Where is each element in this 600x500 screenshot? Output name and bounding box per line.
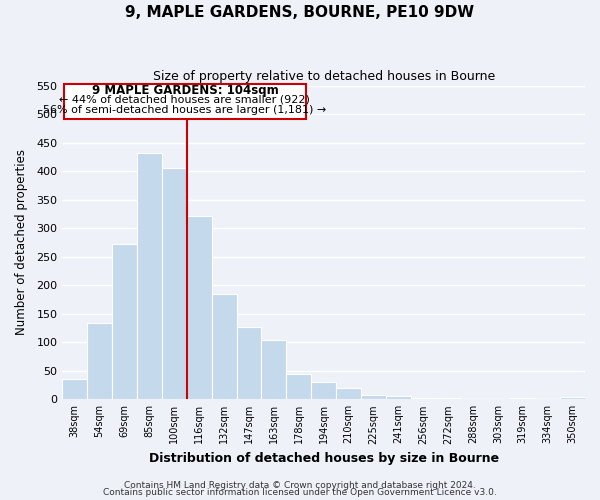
X-axis label: Distribution of detached houses by size in Bourne: Distribution of detached houses by size … [149, 452, 499, 465]
Text: 9, MAPLE GARDENS, BOURNE, PE10 9DW: 9, MAPLE GARDENS, BOURNE, PE10 9DW [125, 5, 475, 20]
Bar [112, 244, 137, 400]
Text: 9 MAPLE GARDENS: 104sqm: 9 MAPLE GARDENS: 104sqm [92, 84, 278, 96]
Y-axis label: Number of detached properties: Number of detached properties [15, 150, 28, 336]
Bar [162, 168, 187, 400]
Bar [361, 394, 386, 400]
Bar [411, 398, 436, 400]
Bar [436, 398, 461, 400]
FancyBboxPatch shape [64, 84, 306, 118]
Bar [212, 294, 236, 400]
Title: Size of property relative to detached houses in Bourne: Size of property relative to detached ho… [152, 70, 495, 83]
Bar [187, 216, 212, 400]
Bar [485, 398, 511, 400]
Bar [535, 398, 560, 400]
Bar [336, 388, 361, 400]
Text: Contains public sector information licensed under the Open Government Licence v3: Contains public sector information licen… [103, 488, 497, 497]
Bar [560, 397, 585, 400]
Bar [262, 340, 286, 400]
Bar [236, 327, 262, 400]
Bar [311, 382, 336, 400]
Text: Contains HM Land Registry data © Crown copyright and database right 2024.: Contains HM Land Registry data © Crown c… [124, 480, 476, 490]
Bar [87, 324, 112, 400]
Bar [461, 398, 485, 400]
Text: 56% of semi-detached houses are larger (1,181) →: 56% of semi-detached houses are larger (… [43, 104, 326, 115]
Bar [137, 153, 162, 400]
Bar [511, 398, 535, 400]
Bar [286, 374, 311, 400]
Text: ← 44% of detached houses are smaller (922): ← 44% of detached houses are smaller (92… [59, 95, 310, 105]
Bar [386, 396, 411, 400]
Bar [62, 380, 87, 400]
